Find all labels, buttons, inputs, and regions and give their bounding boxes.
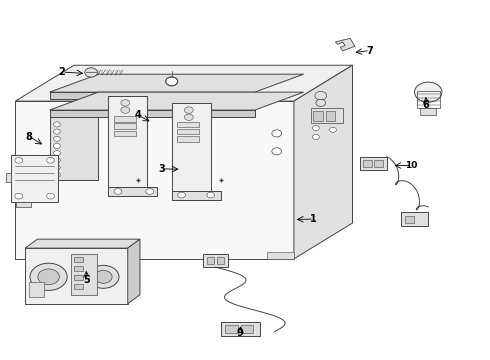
Circle shape: [184, 107, 193, 113]
Bar: [74, 266, 83, 271]
Polygon shape: [49, 74, 304, 92]
Circle shape: [272, 148, 282, 155]
Polygon shape: [335, 39, 355, 51]
Bar: [217, 257, 224, 264]
Circle shape: [114, 189, 122, 194]
Polygon shape: [49, 110, 255, 117]
Polygon shape: [108, 96, 147, 187]
Bar: [220, 321, 260, 336]
Bar: [114, 131, 136, 136]
Circle shape: [53, 143, 60, 148]
Circle shape: [272, 130, 282, 137]
Bar: [360, 157, 387, 170]
Bar: [241, 324, 253, 333]
Circle shape: [121, 107, 130, 113]
Polygon shape: [128, 239, 140, 304]
Circle shape: [53, 122, 60, 127]
Text: 3: 3: [159, 164, 165, 174]
Circle shape: [121, 100, 130, 106]
Circle shape: [53, 150, 60, 156]
Bar: [25, 248, 128, 304]
Text: 2: 2: [58, 67, 65, 77]
Text: 8: 8: [25, 132, 32, 142]
Bar: [314, 111, 323, 121]
Polygon shape: [49, 117, 98, 180]
Bar: [203, 254, 228, 267]
Circle shape: [47, 157, 54, 163]
Bar: [416, 91, 440, 108]
Bar: [326, 111, 335, 121]
Polygon shape: [25, 239, 140, 248]
Circle shape: [53, 165, 60, 170]
Circle shape: [15, 193, 23, 199]
Circle shape: [313, 126, 319, 131]
Circle shape: [88, 265, 119, 288]
Circle shape: [146, 189, 154, 194]
Circle shape: [47, 193, 54, 199]
Bar: [363, 160, 372, 167]
Circle shape: [30, 263, 67, 291]
Polygon shape: [49, 92, 255, 99]
Bar: [374, 160, 383, 167]
Text: 4: 4: [134, 111, 141, 121]
Polygon shape: [267, 252, 294, 259]
Circle shape: [38, 269, 59, 285]
Text: 9: 9: [237, 328, 244, 338]
Circle shape: [53, 172, 60, 177]
Bar: [74, 257, 83, 262]
Circle shape: [15, 157, 23, 163]
Polygon shape: [294, 65, 352, 259]
Bar: [74, 275, 83, 280]
Bar: [176, 122, 198, 127]
Bar: [401, 212, 428, 226]
Bar: [114, 123, 136, 129]
Circle shape: [166, 77, 177, 86]
Text: 5: 5: [83, 275, 90, 285]
Bar: [420, 108, 436, 115]
Circle shape: [177, 192, 185, 198]
Circle shape: [53, 129, 60, 134]
Circle shape: [184, 114, 193, 121]
Bar: [29, 282, 44, 297]
Bar: [71, 253, 98, 295]
Circle shape: [95, 270, 112, 283]
Polygon shape: [108, 187, 157, 196]
Text: 6: 6: [422, 100, 429, 110]
Circle shape: [330, 127, 336, 132]
Circle shape: [53, 158, 60, 163]
Text: 7: 7: [366, 46, 373, 56]
Bar: [74, 284, 83, 289]
Bar: [176, 136, 198, 141]
Circle shape: [316, 99, 326, 107]
Bar: [405, 216, 414, 223]
Circle shape: [313, 134, 319, 139]
Circle shape: [53, 136, 60, 141]
Polygon shape: [49, 92, 304, 110]
Circle shape: [207, 192, 215, 198]
Text: 10: 10: [405, 161, 417, 170]
Bar: [11, 155, 58, 202]
Circle shape: [415, 82, 442, 102]
Circle shape: [85, 68, 98, 77]
Bar: [114, 116, 136, 122]
Polygon shape: [15, 101, 294, 259]
Bar: [176, 129, 198, 134]
Bar: [311, 108, 343, 123]
Polygon shape: [5, 173, 11, 182]
Bar: [225, 324, 238, 333]
Polygon shape: [15, 65, 352, 101]
Polygon shape: [172, 191, 220, 200]
Circle shape: [315, 91, 327, 100]
Text: 1: 1: [310, 215, 317, 224]
Polygon shape: [172, 103, 211, 191]
Bar: [207, 257, 214, 264]
Polygon shape: [16, 202, 31, 207]
